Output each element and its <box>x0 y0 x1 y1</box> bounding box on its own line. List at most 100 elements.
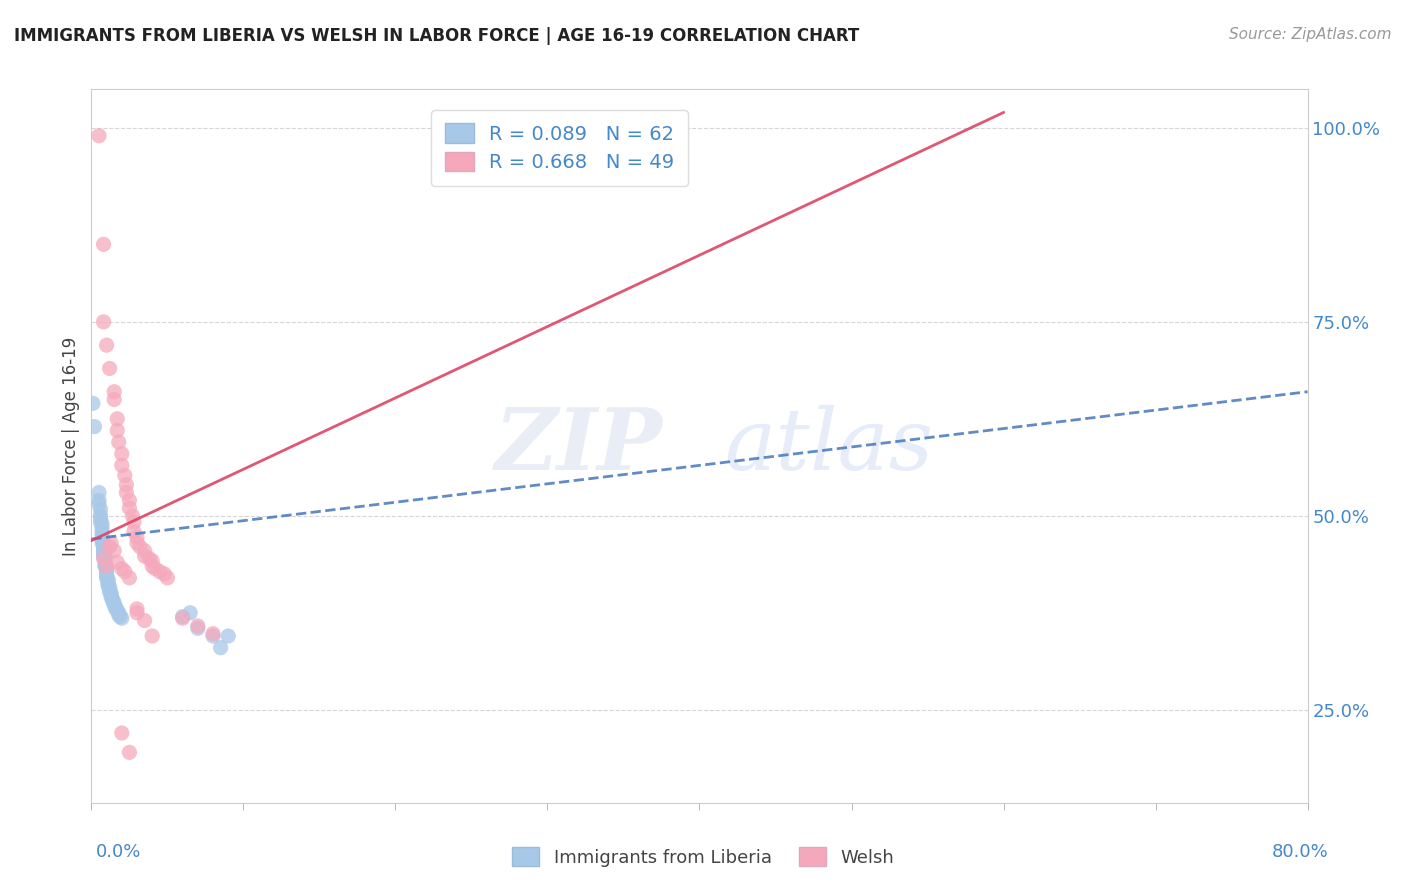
Point <box>134 614 156 628</box>
Point <box>93 315 115 329</box>
Point <box>91 528 114 542</box>
Point <box>93 538 115 552</box>
Point <box>98 540 121 554</box>
Point <box>91 516 114 531</box>
Point <box>122 524 145 539</box>
Point <box>93 543 115 558</box>
Point <box>98 361 121 376</box>
Point <box>100 586 122 600</box>
Point <box>105 424 128 438</box>
Point <box>122 515 145 529</box>
Point <box>129 540 152 554</box>
Point <box>94 559 117 574</box>
Point <box>103 543 125 558</box>
Text: IMMIGRANTS FROM LIBERIA VS WELSH IN LABOR FORCE | AGE 16-19 CORRELATION CHART: IMMIGRANTS FROM LIBERIA VS WELSH IN LABO… <box>14 27 859 45</box>
Point <box>187 621 209 635</box>
Point <box>100 536 122 550</box>
Point <box>217 629 239 643</box>
Point <box>105 412 128 426</box>
Point <box>96 338 118 352</box>
Point <box>111 561 134 575</box>
Point <box>103 384 125 399</box>
Point <box>111 611 134 625</box>
Point <box>118 571 141 585</box>
Point <box>141 554 163 568</box>
Point <box>97 579 120 593</box>
Point <box>202 626 225 640</box>
Point <box>103 598 125 612</box>
Text: 0.0%: 0.0% <box>96 843 141 861</box>
Point <box>118 493 141 508</box>
Legend: R = 0.089   N = 62, R = 0.668   N = 49: R = 0.089 N = 62, R = 0.668 N = 49 <box>432 110 688 186</box>
Point <box>97 574 120 589</box>
Point <box>111 447 134 461</box>
Point <box>141 559 163 574</box>
Point <box>98 580 121 594</box>
Point <box>202 629 225 643</box>
Point <box>118 501 141 516</box>
Point <box>87 128 110 143</box>
Point <box>96 565 118 579</box>
Point <box>96 569 118 583</box>
Point <box>87 493 110 508</box>
Point <box>97 573 120 587</box>
Point <box>172 611 194 625</box>
Point <box>125 536 148 550</box>
Point <box>94 555 117 569</box>
Point <box>107 435 129 450</box>
Point <box>89 502 111 516</box>
Point <box>114 468 136 483</box>
Point <box>114 565 136 579</box>
Point <box>98 582 121 597</box>
Point <box>94 551 117 566</box>
Point <box>103 596 125 610</box>
Point <box>107 606 129 620</box>
Point <box>107 608 129 623</box>
Point <box>96 563 118 577</box>
Y-axis label: In Labor Force | Age 16-19: In Labor Force | Age 16-19 <box>62 336 80 556</box>
Point <box>83 419 105 434</box>
Point <box>87 485 110 500</box>
Point <box>93 541 115 556</box>
Point <box>153 566 176 581</box>
Point <box>118 745 141 759</box>
Point <box>105 603 128 617</box>
Text: ZIP: ZIP <box>495 404 664 488</box>
Point <box>93 546 115 560</box>
Point <box>98 584 121 599</box>
Point <box>91 524 114 539</box>
Point <box>96 571 118 585</box>
Point <box>96 559 118 574</box>
Point <box>96 561 118 575</box>
Text: atlas: atlas <box>724 405 934 487</box>
Point <box>134 549 156 563</box>
Point <box>93 548 115 562</box>
Point <box>101 594 124 608</box>
Point <box>94 558 117 572</box>
Point <box>94 554 117 568</box>
Point <box>134 543 156 558</box>
Point <box>143 561 166 575</box>
Point <box>149 565 172 579</box>
Point <box>93 536 115 550</box>
Point <box>209 640 232 655</box>
Text: Source: ZipAtlas.com: Source: ZipAtlas.com <box>1229 27 1392 42</box>
Point <box>91 520 114 534</box>
Point <box>125 606 148 620</box>
Point <box>125 531 148 545</box>
Text: 80.0%: 80.0% <box>1272 843 1329 861</box>
Point <box>93 549 115 563</box>
Point <box>111 458 134 473</box>
Point <box>96 566 118 581</box>
Point <box>115 477 138 491</box>
Point <box>103 392 125 407</box>
Legend: Immigrants from Liberia, Welsh: Immigrants from Liberia, Welsh <box>505 840 901 874</box>
Point <box>93 551 115 566</box>
Point <box>97 577 120 591</box>
Point <box>141 629 163 643</box>
Point <box>89 515 111 529</box>
Point <box>82 396 104 410</box>
Point <box>93 237 115 252</box>
Point <box>100 591 122 605</box>
Point <box>91 532 114 546</box>
